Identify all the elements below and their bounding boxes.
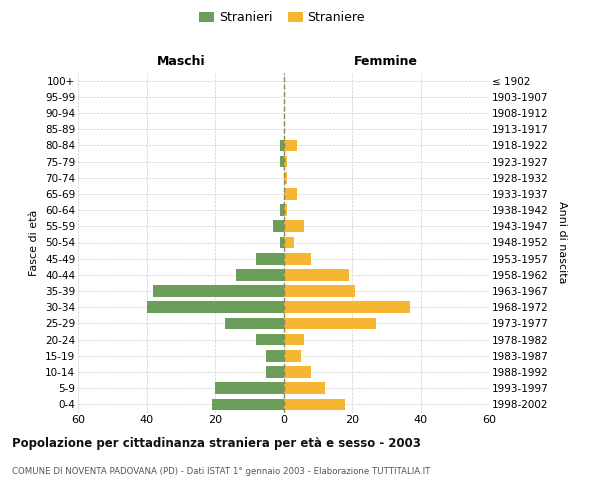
Bar bbox=[284, 204, 287, 216]
Bar bbox=[273, 220, 284, 232]
Bar bbox=[284, 253, 311, 264]
Legend: Stranieri, Straniere: Stranieri, Straniere bbox=[194, 6, 370, 29]
Text: Femmine: Femmine bbox=[354, 54, 418, 68]
Bar bbox=[146, 302, 284, 313]
Bar bbox=[154, 285, 284, 297]
Bar bbox=[284, 269, 349, 280]
Bar bbox=[256, 334, 284, 345]
Bar bbox=[280, 140, 284, 151]
Bar bbox=[266, 350, 284, 362]
Bar bbox=[225, 318, 284, 330]
Bar bbox=[212, 398, 284, 410]
Bar bbox=[284, 398, 345, 410]
Text: Popolazione per cittadinanza straniera per età e sesso - 2003: Popolazione per cittadinanza straniera p… bbox=[12, 438, 421, 450]
Bar bbox=[280, 204, 284, 216]
Bar bbox=[266, 366, 284, 378]
Y-axis label: Fasce di età: Fasce di età bbox=[29, 210, 40, 276]
Bar bbox=[284, 350, 301, 362]
Bar bbox=[256, 253, 284, 264]
Y-axis label: Anni di nascita: Anni di nascita bbox=[557, 201, 567, 283]
Bar bbox=[284, 140, 297, 151]
Bar bbox=[284, 302, 410, 313]
Bar bbox=[280, 156, 284, 168]
Text: Maschi: Maschi bbox=[157, 54, 205, 68]
Bar bbox=[284, 236, 294, 248]
Bar bbox=[215, 382, 284, 394]
Bar bbox=[284, 172, 287, 184]
Bar bbox=[280, 236, 284, 248]
Bar bbox=[284, 188, 297, 200]
Bar bbox=[236, 269, 284, 280]
Bar bbox=[284, 220, 304, 232]
Text: COMUNE DI NOVENTA PADOVANA (PD) - Dati ISTAT 1° gennaio 2003 - Elaborazione TUTT: COMUNE DI NOVENTA PADOVANA (PD) - Dati I… bbox=[12, 468, 430, 476]
Bar bbox=[284, 318, 376, 330]
Bar bbox=[284, 334, 304, 345]
Bar bbox=[284, 366, 311, 378]
Bar bbox=[284, 156, 287, 168]
Bar bbox=[284, 382, 325, 394]
Bar bbox=[284, 285, 355, 297]
